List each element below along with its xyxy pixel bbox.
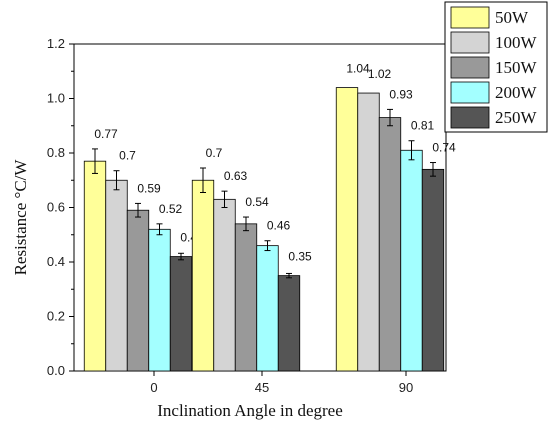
bar	[421, 168, 445, 372]
data-label: 1.02	[368, 67, 392, 81]
bar	[126, 209, 150, 372]
data-label: 0.52	[159, 202, 183, 216]
y-tick-label: 0.2	[47, 309, 65, 324]
data-label: 0.7	[119, 149, 136, 163]
legend-label: 150W	[495, 58, 538, 77]
data-label: 0.77	[94, 127, 118, 141]
legend: 50W 100W 150W 200W 250W	[444, 1, 548, 133]
data-label: 0.7	[206, 146, 223, 160]
data-label: 1.04	[346, 62, 370, 76]
y-tick-label: 0.6	[47, 200, 65, 215]
data-label: 0.46	[267, 219, 291, 233]
bar	[234, 223, 258, 372]
legend-swatch	[450, 56, 490, 79]
bar	[105, 179, 128, 372]
bars-group: 0.770.70.590.520.420.70.630.540.460.351.…	[83, 62, 456, 372]
legend-label: 100W	[495, 33, 538, 52]
y-tick-label: 1.0	[47, 91, 65, 106]
legend-swatch	[450, 6, 490, 29]
bar	[400, 149, 423, 372]
legend-swatch	[450, 31, 490, 54]
y-tick-label: 0.8	[47, 145, 65, 160]
y-tick-label: 1.2	[47, 36, 65, 51]
x-axis-title: Inclination Angle in degree	[157, 401, 343, 420]
y-axis-title: Resistance °C/W	[11, 159, 30, 276]
data-label: 0.54	[245, 195, 269, 209]
legend-label: 200W	[495, 83, 538, 102]
legend-swatch	[450, 81, 490, 104]
bar	[357, 92, 380, 372]
x-tick-label: 45	[255, 380, 269, 395]
x-tick-label: 90	[399, 380, 413, 395]
bar	[378, 117, 402, 372]
data-label: 0.93	[389, 87, 413, 101]
data-label: 0.74	[432, 141, 456, 155]
x-tick-label: 0	[150, 380, 157, 395]
bar	[256, 245, 279, 372]
axes-group: 0.0 0.2 0.4 0.6 0.8 1.0 1.2 0 45 90	[47, 36, 413, 395]
bar	[277, 275, 301, 372]
y-tick-label: 0.0	[47, 363, 65, 378]
data-label: 0.63	[224, 169, 248, 183]
data-label: 0.81	[411, 119, 435, 133]
legend-label: 250W	[495, 108, 538, 127]
bar	[169, 256, 193, 372]
data-label: 0.59	[137, 181, 161, 195]
legend-label: 50W	[495, 8, 529, 27]
legend-swatch	[450, 106, 490, 129]
bar	[213, 198, 236, 372]
bar	[335, 87, 359, 372]
y-tick-label: 0.4	[47, 254, 65, 269]
data-label: 0.35	[288, 250, 312, 264]
bar	[83, 160, 107, 372]
bar	[148, 228, 171, 372]
bar	[191, 179, 215, 372]
